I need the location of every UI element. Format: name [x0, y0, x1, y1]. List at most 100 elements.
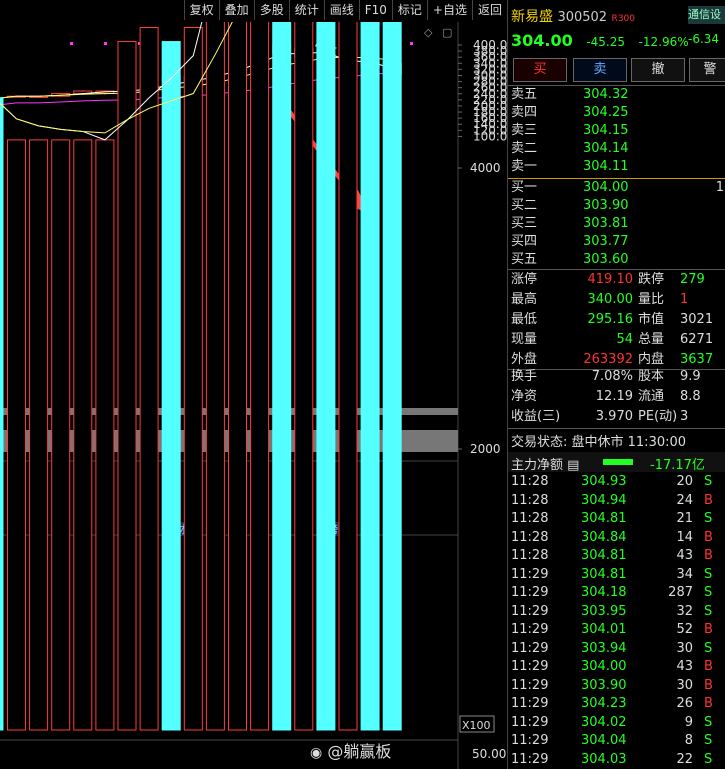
- volume-bar: [139, 27, 159, 731]
- stat-label: 收益(三): [511, 409, 561, 424]
- tick-time: 11:29: [511, 603, 549, 619]
- toolbar: 复权 叠加 多股 统计 画线 F10 标记 +自选 返回: [0, 0, 507, 23]
- order-label: 卖五: [511, 87, 538, 102]
- tick-volume: 26: [676, 696, 693, 711]
- order-row: 买二 303.90: [508, 197, 725, 215]
- stat-value: 3: [680, 409, 689, 424]
- price-axis-label: 160.0: [473, 111, 507, 125]
- tick-volume: 22: [676, 751, 693, 767]
- tick-price: 303.94: [581, 640, 627, 656]
- stat-label: 外盘: [511, 352, 538, 367]
- volume-bar: [228, 22, 247, 731]
- price-line: 304.00 -45.25 -12.96%: [511, 31, 689, 50]
- alert-button[interactable]: 警: [689, 58, 725, 82]
- volume-bar: [205, 22, 225, 731]
- price-axis-label: 400.0: [473, 38, 507, 52]
- volume-bar: [183, 27, 203, 731]
- r-tag-number: 300: [617, 14, 635, 24]
- tick-price: 304.01: [581, 622, 627, 637]
- stat-label: 现量: [511, 332, 538, 347]
- tick-volume: 20: [676, 474, 693, 489]
- stat-value: 8.8: [680, 389, 701, 404]
- toolbar-button-0[interactable]: 复权: [183, 0, 219, 20]
- tick-direction: B: [704, 659, 713, 674]
- tick-time: 11:29: [511, 640, 549, 656]
- volume-bar: [95, 139, 115, 731]
- tick-direction: S: [704, 474, 713, 489]
- stat-value: 263392: [583, 352, 633, 367]
- stat-row: 换手 7.08% 股本 9.9: [508, 367, 725, 387]
- order-price: 303.77: [583, 234, 629, 249]
- price-axis-label: 200.0: [473, 99, 507, 113]
- sell-button[interactable]: 卖: [573, 58, 627, 82]
- tick-time: 11:28: [511, 548, 549, 563]
- toolbar-button-7[interactable]: +自选: [426, 0, 472, 20]
- tick-time: 11:29: [511, 733, 549, 748]
- toolbar-button-5[interactable]: F10: [358, 0, 392, 20]
- volume-bar: [7, 139, 26, 731]
- toolbar-button-3[interactable]: 统计: [288, 0, 324, 20]
- tick-price: 304.93: [581, 474, 627, 489]
- tick-price: 304.94: [581, 492, 627, 508]
- order-label: 买二: [511, 198, 538, 213]
- tick-row: 11:28 304.81 43 B: [508, 547, 725, 566]
- window-icon: ▢: [442, 26, 452, 39]
- tick-time: 11:28: [511, 492, 549, 508]
- tick-direction: B: [704, 548, 713, 563]
- main-flow: 主力净额 ▤ -17.17亿: [508, 452, 725, 473]
- price-axis-label: 180.0: [473, 105, 507, 119]
- tick-list[interactable]: 11:28 304.93 20 S 11:28 304.94 24 B 11:28 304.81 2…: [508, 473, 725, 769]
- toolbar-button-2[interactable]: 多股: [253, 0, 289, 20]
- tick-price: 304.81: [581, 548, 627, 563]
- tick-volume: 287: [668, 585, 693, 600]
- tick-volume: 9: [684, 714, 693, 730]
- tick-volume: 32: [676, 603, 693, 619]
- order-label: 买四: [511, 234, 538, 249]
- main-flow-value: -17.17亿: [650, 458, 705, 473]
- price-change-pct: -12.96%: [638, 35, 689, 49]
- volume-bar: [382, 22, 402, 731]
- stat-value: 7.08%: [591, 369, 633, 384]
- tick-price: 304.00: [581, 659, 627, 674]
- stat-value: 6271: [680, 332, 714, 347]
- toolbar-button-4[interactable]: 画线: [323, 0, 359, 20]
- stat-value: 3021: [680, 312, 714, 327]
- tick-time: 11:29: [511, 714, 549, 730]
- order-label: 卖三: [511, 123, 538, 138]
- cancel-button[interactable]: 撤: [631, 58, 685, 82]
- stat-label: 量比: [638, 292, 665, 307]
- tick-volume: 24: [676, 492, 693, 508]
- stat-value: 340.00: [587, 292, 634, 307]
- price-axis-label: 260.0: [473, 81, 507, 95]
- tick-price: 304.04: [581, 733, 627, 748]
- bottom-axis-label: 50.00: [472, 747, 506, 761]
- tick-price: 304.02: [581, 714, 627, 730]
- stat-value: 1: [680, 292, 689, 307]
- tick-volume: 14: [676, 529, 693, 545]
- tick-time: 11:29: [511, 696, 549, 711]
- chart-area[interactable]: 400.0380.0360.0340.0320.0300.0280.0260.0…: [0, 22, 507, 769]
- price-axis-label: 280.0: [473, 75, 507, 89]
- toolbar-button-6[interactable]: 标记: [391, 0, 427, 20]
- stat-label: 流通: [638, 389, 665, 404]
- tick-direction: B: [704, 622, 713, 637]
- tick-row: 11:28 304.81 21 S: [508, 510, 725, 529]
- tick-row: 11:29 303.95 32 S: [508, 603, 725, 622]
- stat-row: 涨停 419.10 跌停 279: [508, 270, 725, 290]
- tick-time: 11:29: [511, 751, 549, 767]
- buy-button[interactable]: 买: [513, 58, 567, 82]
- order-row: 买四 303.77: [508, 233, 725, 251]
- price-axis-label: 100.0: [473, 129, 507, 143]
- toolbar-button-1[interactable]: 叠加: [218, 0, 254, 20]
- tick-price: 304.23: [581, 696, 627, 711]
- tick-volume: 43: [676, 659, 693, 674]
- stat-value: 419.10: [587, 272, 634, 287]
- volume-bar: [316, 22, 336, 731]
- volume-bar: [294, 22, 314, 731]
- price-change: -45.25: [586, 35, 626, 49]
- price-axis-label: 140.0: [473, 117, 507, 131]
- toolbar-button-8[interactable]: 返回: [471, 0, 507, 20]
- stat-label: 换手: [511, 369, 538, 384]
- tick-direction: B: [704, 696, 713, 711]
- sector-badge[interactable]: 通信设: [688, 6, 725, 24]
